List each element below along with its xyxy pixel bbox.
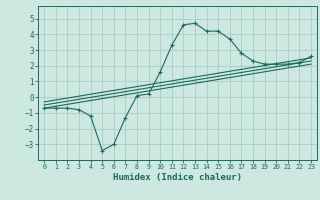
X-axis label: Humidex (Indice chaleur): Humidex (Indice chaleur) bbox=[113, 173, 242, 182]
